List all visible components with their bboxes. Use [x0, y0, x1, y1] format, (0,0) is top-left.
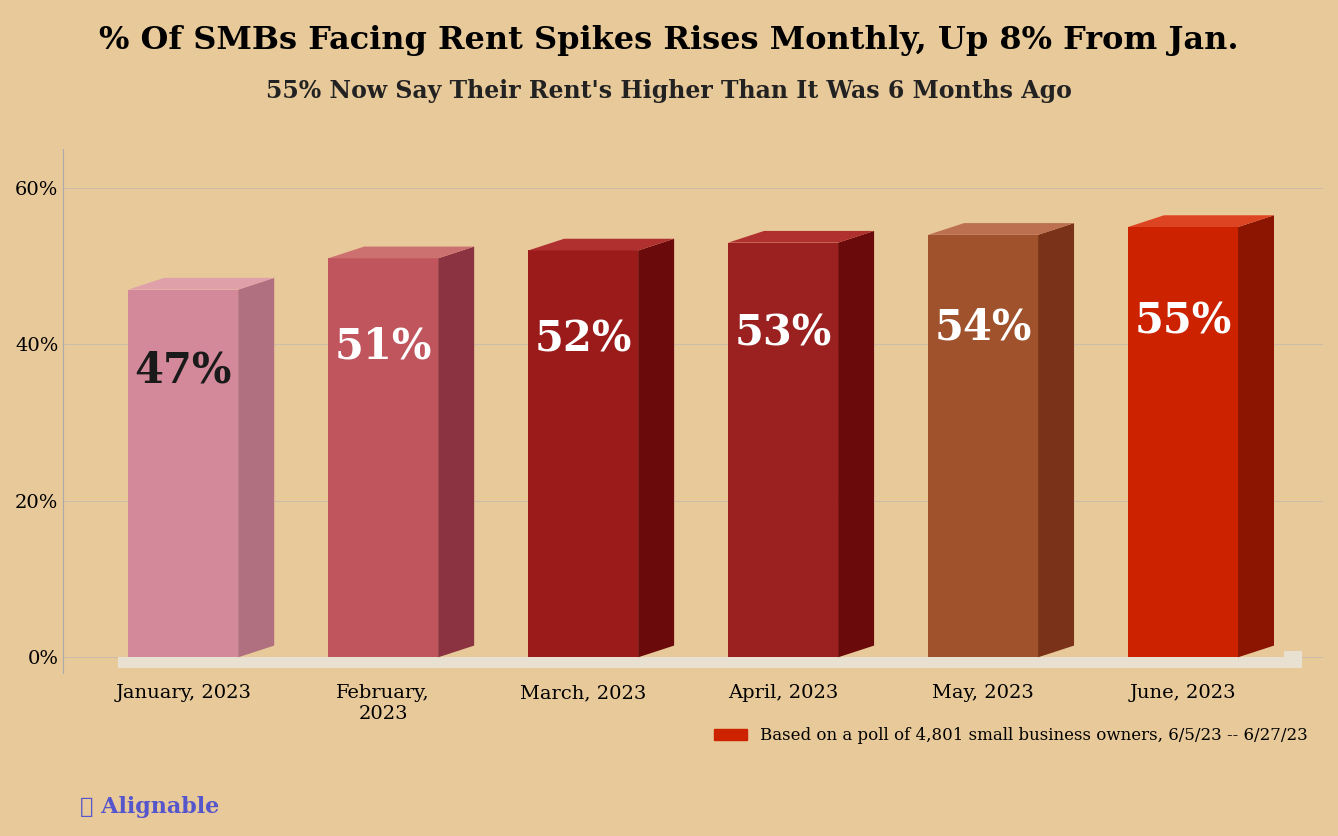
- Legend: Based on a poll of 4,801 small business owners, 6/5/23 -- 6/27/23: Based on a poll of 4,801 small business …: [706, 721, 1315, 751]
- Polygon shape: [728, 231, 874, 242]
- Text: 54%: 54%: [934, 307, 1032, 349]
- Polygon shape: [1238, 216, 1274, 657]
- Polygon shape: [128, 278, 274, 289]
- Polygon shape: [118, 651, 1302, 668]
- Polygon shape: [929, 235, 1038, 657]
- Polygon shape: [929, 223, 1074, 235]
- Polygon shape: [438, 247, 474, 657]
- Polygon shape: [1128, 227, 1238, 657]
- Text: 52%: 52%: [534, 319, 632, 361]
- Polygon shape: [529, 251, 638, 657]
- Polygon shape: [238, 278, 274, 657]
- Text: 47%: 47%: [135, 349, 231, 391]
- Text: Ⓢ Alignable: Ⓢ Alignable: [80, 796, 219, 818]
- Polygon shape: [1128, 216, 1274, 227]
- Polygon shape: [728, 242, 838, 657]
- Polygon shape: [328, 247, 474, 258]
- Text: 55% Now Say Their Rent's Higher Than It Was 6 Months Ago: 55% Now Say Their Rent's Higher Than It …: [266, 79, 1072, 104]
- Polygon shape: [128, 289, 238, 657]
- Text: 53%: 53%: [735, 313, 832, 355]
- Polygon shape: [328, 258, 438, 657]
- Polygon shape: [638, 239, 674, 657]
- Text: % Of SMBs Facing Rent Spikes Rises Monthly, Up 8% From Jan.: % Of SMBs Facing Rent Spikes Rises Month…: [99, 25, 1239, 56]
- Text: 55%: 55%: [1135, 301, 1232, 343]
- Polygon shape: [838, 231, 874, 657]
- Text: 51%: 51%: [334, 325, 432, 367]
- Polygon shape: [1038, 223, 1074, 657]
- Polygon shape: [529, 239, 674, 251]
